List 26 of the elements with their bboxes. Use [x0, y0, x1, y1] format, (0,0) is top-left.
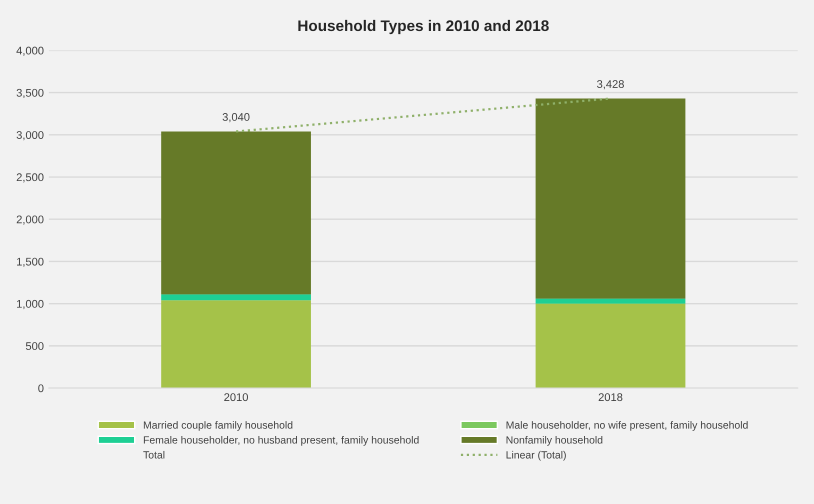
bar: [161, 131, 311, 294]
y-tick-label: 500: [26, 342, 44, 350]
chart-title: Household Types in 2010 and 2018: [298, 20, 549, 34]
legend-label: Nonfamily household: [506, 436, 602, 446]
legend-label: Linear (Total): [506, 450, 566, 461]
y-tick-label: 1,000: [17, 300, 44, 310]
bar: [161, 300, 311, 388]
x-tick-label: 2010: [224, 393, 248, 402]
legend-label: Married couple family household: [144, 421, 292, 431]
text: Total: [143, 450, 164, 459]
y-tick-label: 2,000: [16, 216, 44, 225]
bar: [161, 294, 311, 300]
y-tick-label: 1,500: [17, 258, 44, 267]
y-tick-label: 0: [38, 384, 44, 392]
y-tick-label: 2,500: [16, 173, 44, 182]
total-label: 3,428: [597, 80, 624, 90]
legend-label: Female householder, no husband present, family household: [144, 436, 419, 446]
x-tick-label: 2018: [598, 393, 622, 402]
y-tick-label: 4,000: [16, 46, 44, 56]
y-tick-label: 3,500: [16, 88, 44, 98]
legend-label: Male householder, no wife present, family household: [506, 421, 748, 431]
bar: [536, 98, 686, 299]
total-label: 3,040: [222, 113, 250, 122]
bar: [536, 298, 686, 304]
y-tick-label: 3,000: [16, 131, 44, 140]
bar: [536, 304, 686, 388]
